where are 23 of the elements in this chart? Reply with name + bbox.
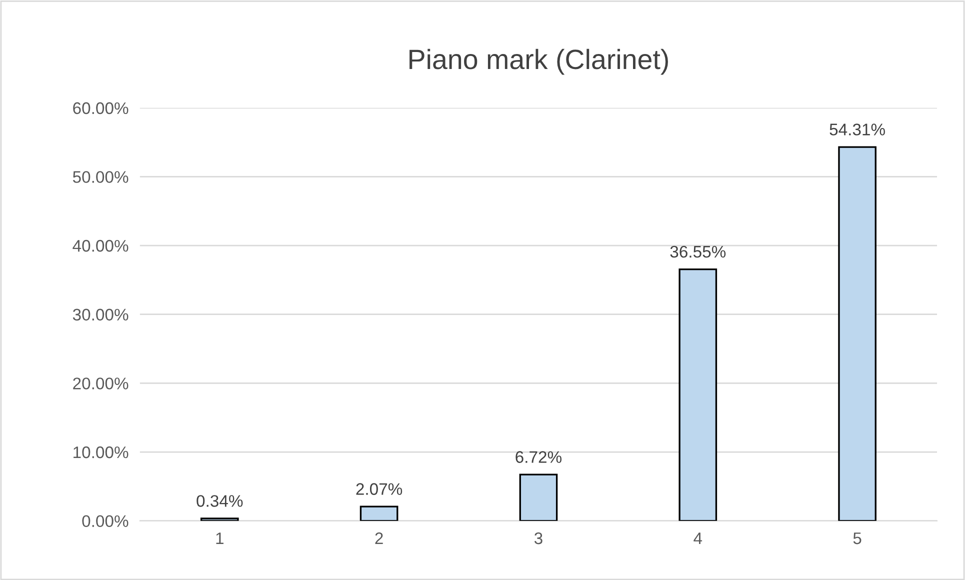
x-tick-label: 3	[534, 532, 542, 544]
data-label: 36.55%	[670, 246, 726, 258]
y-tick-label: 40.00%	[72, 240, 128, 252]
data-label: 54.31%	[830, 124, 885, 136]
x-tick-label: 1	[216, 532, 224, 544]
x-tick-label: 4	[694, 532, 702, 544]
bar	[200, 518, 239, 521]
data-label: 0.34%	[196, 495, 243, 507]
chart-title: Piano mark (Clarinet)	[410, 48, 668, 75]
y-tick-label: 60.00%	[73, 102, 128, 114]
y-tick-label: 10.00%	[74, 446, 128, 458]
bar	[678, 268, 718, 521]
data-label: 6.72%	[516, 451, 562, 463]
x-tick-label: 5	[853, 532, 862, 544]
data-label: 2.07%	[356, 483, 402, 495]
y-tick-label: 30.00%	[72, 308, 128, 321]
bar	[360, 506, 398, 521]
bar	[519, 474, 558, 521]
y-tick-label: 50.00%	[72, 171, 128, 183]
x-tick-label: 2	[375, 532, 383, 544]
y-tick-label: 20.00%	[73, 378, 128, 390]
y-tick-label: 0.00%	[82, 515, 128, 528]
bar	[838, 146, 876, 521]
